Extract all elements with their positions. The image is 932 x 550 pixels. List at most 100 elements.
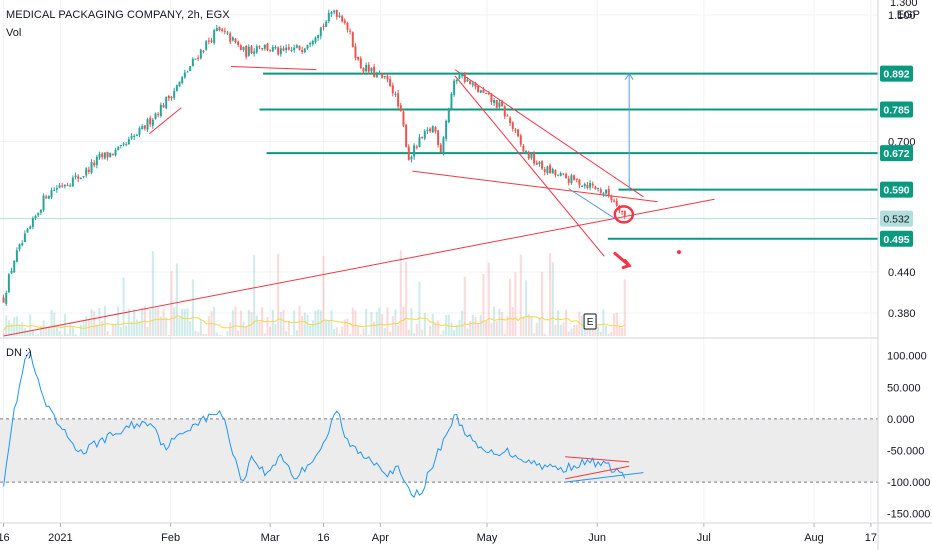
candle xyxy=(218,26,221,31)
volume-bar xyxy=(2,332,5,336)
candle xyxy=(154,113,157,119)
volume-bar xyxy=(61,334,64,336)
oscillator-line[interactable] xyxy=(3,350,626,498)
x-tick-label: 2021 xyxy=(48,532,72,544)
osc-y-tick-label: 50.000 xyxy=(887,382,921,394)
trendline[interactable] xyxy=(148,107,182,135)
candle xyxy=(183,72,186,78)
candle xyxy=(354,46,357,58)
candle xyxy=(213,30,216,44)
candle xyxy=(498,102,501,108)
oscillator-trendline[interactable] xyxy=(565,456,630,463)
volume-bar xyxy=(269,326,272,336)
volume-bar xyxy=(522,316,525,336)
highlight-circle[interactable] xyxy=(613,205,635,224)
volume-bar xyxy=(485,321,488,336)
candle xyxy=(159,104,162,116)
candle xyxy=(170,96,173,99)
volume-bar xyxy=(527,313,530,336)
volume-bar xyxy=(69,322,72,336)
volume-bar xyxy=(543,334,546,336)
price-level-badge[interactable] xyxy=(880,101,913,118)
candle xyxy=(413,145,416,157)
candle xyxy=(162,105,165,108)
pointer-line[interactable] xyxy=(568,188,616,220)
volume-bar xyxy=(437,320,440,336)
candle xyxy=(597,188,600,190)
volume-bar xyxy=(167,334,170,336)
oscillator-trendline[interactable] xyxy=(565,465,630,480)
volume-bar xyxy=(391,316,394,336)
indicator-label[interactable]: DN :) xyxy=(6,347,32,359)
volume-bar xyxy=(343,319,346,336)
candle xyxy=(538,161,541,164)
oscillator-trendline[interactable] xyxy=(565,472,644,483)
candle xyxy=(522,145,525,152)
trendline[interactable] xyxy=(454,69,644,198)
candle xyxy=(389,79,392,86)
candle xyxy=(255,46,258,53)
price-level-badge[interactable] xyxy=(880,230,913,247)
trendline[interactable] xyxy=(231,66,317,71)
volume-bar xyxy=(247,309,250,336)
marker-dot[interactable] xyxy=(676,250,681,255)
volume-bar xyxy=(490,322,493,336)
candle xyxy=(477,85,480,93)
volume-bar xyxy=(282,309,285,336)
candle xyxy=(23,233,26,242)
x-tick-label: Feb xyxy=(161,532,180,544)
volume-bar xyxy=(66,334,69,336)
volume-bar xyxy=(13,317,16,336)
volume-bar xyxy=(405,261,408,336)
candle xyxy=(7,274,10,293)
volume-bar xyxy=(533,333,536,336)
candle xyxy=(274,46,277,49)
price-level-badge[interactable] xyxy=(880,181,913,198)
candle xyxy=(394,93,397,95)
symbol-title[interactable]: MEDICAL PACKAGING COMPANY, 2h, EGX xyxy=(6,9,230,21)
trendline[interactable] xyxy=(412,170,658,203)
candle xyxy=(13,260,16,273)
trendline[interactable] xyxy=(3,198,715,337)
candle xyxy=(439,144,442,153)
volume-bar xyxy=(618,326,621,336)
candle xyxy=(133,135,136,138)
candle xyxy=(559,173,562,176)
candle xyxy=(226,32,229,34)
volume-bar xyxy=(530,315,533,336)
candle xyxy=(261,48,264,50)
candle xyxy=(285,47,288,51)
candle xyxy=(311,40,314,45)
candle xyxy=(106,151,109,158)
candle xyxy=(495,99,498,108)
volume-bar xyxy=(501,312,504,336)
candle xyxy=(277,47,280,55)
volume-bar xyxy=(423,313,426,336)
event-marker-box[interactable] xyxy=(583,313,597,330)
volume-bar xyxy=(431,313,434,336)
candle xyxy=(573,175,576,180)
last-price-badge[interactable] xyxy=(880,210,913,227)
candle xyxy=(474,82,477,87)
candle xyxy=(330,12,333,14)
candle xyxy=(290,49,293,51)
volume-bar xyxy=(242,321,245,336)
candle xyxy=(293,47,296,51)
volume-bar xyxy=(98,308,101,336)
volume-bar xyxy=(503,333,506,336)
volume-bar xyxy=(613,313,616,336)
candle xyxy=(167,95,170,99)
volume-bar xyxy=(322,255,325,336)
volume-bar xyxy=(34,335,37,336)
candle xyxy=(165,96,168,109)
price-level-badge[interactable] xyxy=(880,65,913,82)
volume-bar xyxy=(605,325,608,336)
volume-bar xyxy=(293,310,296,336)
trendline[interactable] xyxy=(454,75,605,257)
volume-label[interactable]: Vol xyxy=(6,27,22,39)
candle xyxy=(410,156,413,160)
price-level-badge[interactable] xyxy=(880,145,913,162)
candle xyxy=(594,186,597,190)
